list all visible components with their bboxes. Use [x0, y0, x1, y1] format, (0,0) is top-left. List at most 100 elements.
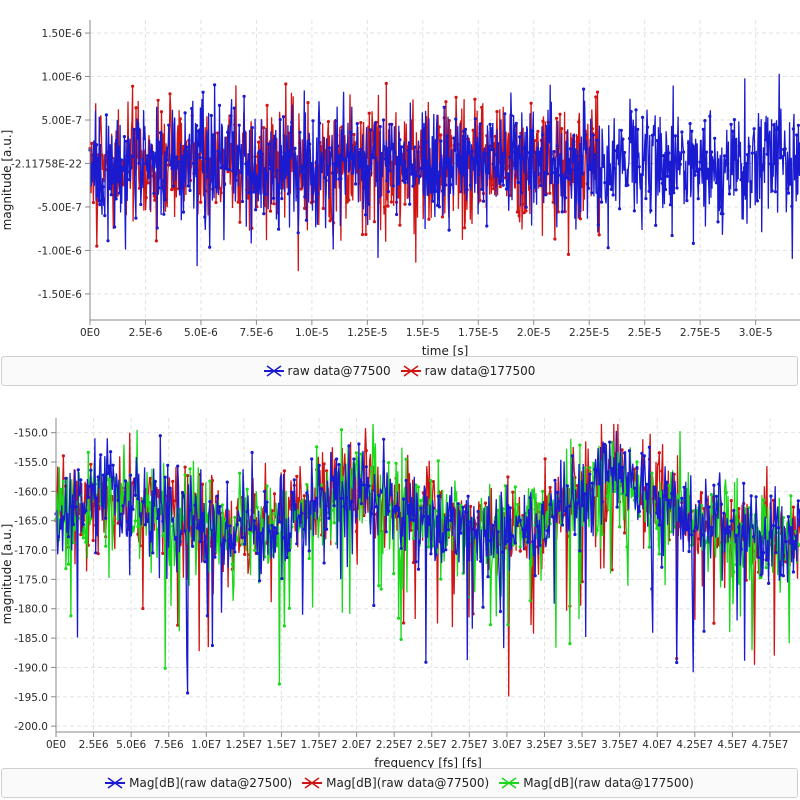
data-point: [580, 580, 584, 584]
legend-swatch-green-icon: [499, 777, 520, 789]
data-point: [474, 531, 478, 535]
data-point: [568, 147, 573, 151]
data-point: [101, 185, 105, 189]
data-point: [434, 189, 438, 193]
data-point: [527, 178, 532, 183]
data-point: [516, 502, 520, 507]
data-point: [133, 519, 137, 523]
data-point: [145, 154, 149, 158]
data-point: [488, 122, 492, 126]
legend-item-mag-177500[interactable]: Mag[dB](raw data@177500): [499, 776, 694, 790]
data-point: [146, 504, 150, 508]
data-point: [642, 158, 646, 162]
data-point: [610, 568, 614, 572]
data-point: [372, 156, 376, 160]
legend-item-raw-77500[interactable]: raw data@77500: [263, 364, 391, 378]
data-point: [704, 498, 709, 502]
data-point: [90, 179, 94, 183]
data-point: [785, 187, 789, 191]
data-point: [442, 105, 446, 109]
data-point: [531, 540, 535, 544]
data-point: [64, 567, 68, 571]
data-point: [503, 112, 507, 116]
data-point: [186, 184, 190, 188]
data-point: [699, 533, 704, 537]
data-point: [195, 124, 199, 128]
data-point: [473, 117, 477, 121]
data-point: [367, 111, 371, 115]
data-point: [173, 537, 177, 541]
data-point: [657, 552, 661, 556]
legend-item-raw-177500[interactable]: raw data@177500: [400, 364, 535, 378]
data-point: [613, 470, 617, 474]
data-point: [347, 198, 351, 202]
data-point: [625, 493, 629, 497]
data-point: [531, 129, 535, 133]
data-point: [235, 538, 239, 542]
data-point: [317, 463, 321, 467]
data-point: [518, 549, 522, 553]
data-point: [672, 491, 676, 495]
data-point: [273, 137, 277, 141]
data-point: [454, 117, 458, 121]
data-point: [729, 122, 733, 126]
data-point: [268, 209, 273, 213]
data-point: [682, 150, 686, 154]
legend-swatch-red-icon: [302, 777, 323, 789]
data-point: [789, 494, 793, 498]
legend-item-mag-77500[interactable]: Mag[dB](raw data@77500): [302, 776, 489, 790]
data-point: [359, 147, 363, 151]
data-point: [493, 134, 497, 138]
data-point: [440, 189, 445, 193]
data-point: [216, 149, 220, 153]
data-point: [739, 178, 743, 182]
legend-item-mag-27500[interactable]: Mag[dB](raw data@27500): [105, 776, 292, 790]
data-point: [786, 191, 791, 195]
data-point: [652, 132, 656, 136]
data-point: [636, 127, 640, 131]
bottom-y-tick-label: -185.0: [14, 633, 48, 645]
data-point: [504, 187, 509, 191]
data-point: [449, 144, 453, 148]
data-point: [528, 496, 532, 500]
data-point: [521, 157, 525, 161]
data-point: [403, 180, 407, 185]
data-point: [157, 186, 161, 190]
data-point: [111, 463, 115, 467]
data-point: [692, 529, 696, 533]
data-point: [332, 521, 336, 525]
data-point: [744, 193, 748, 197]
data-point: [744, 548, 748, 552]
data-point: [416, 485, 421, 489]
data-point: [209, 113, 213, 118]
data-point: [406, 148, 410, 152]
data-point: [84, 509, 88, 513]
frequency-domain-chart[interactable]: 0E0 2.5E6 5.0E6 7.5E6 1.0E7 1.25E7 1.5E7 1.75E7…: [0, 418, 800, 770]
data-point: [508, 506, 512, 510]
data-point: [577, 120, 581, 124]
data-point: [485, 224, 489, 228]
data-point: [411, 518, 416, 523]
data-point: [722, 511, 726, 515]
data-point: [95, 244, 99, 248]
data-point: [714, 494, 719, 498]
data-point: [336, 144, 340, 148]
time-domain-chart[interactable]: 0E0 2.5E-6 5.0E-6 7.5E-6 1.0E-5 1.25E-5 1.5E-5…: [0, 20, 800, 358]
data-point: [355, 122, 359, 126]
data-point: [469, 520, 473, 524]
data-point: [605, 494, 609, 498]
bottom-x-tick-label: 3.0E7: [492, 739, 522, 751]
data-point: [352, 457, 356, 461]
data-point: [404, 478, 408, 483]
data-point: [321, 158, 325, 162]
data-point: [199, 114, 204, 119]
data-point: [205, 614, 209, 618]
data-point: [238, 471, 242, 475]
data-point: [685, 528, 689, 532]
data-point: [419, 506, 423, 510]
data-point: [325, 527, 329, 531]
data-point: [377, 584, 381, 588]
data-point: [249, 176, 253, 180]
data-point: [688, 122, 692, 126]
data-point: [536, 155, 540, 159]
